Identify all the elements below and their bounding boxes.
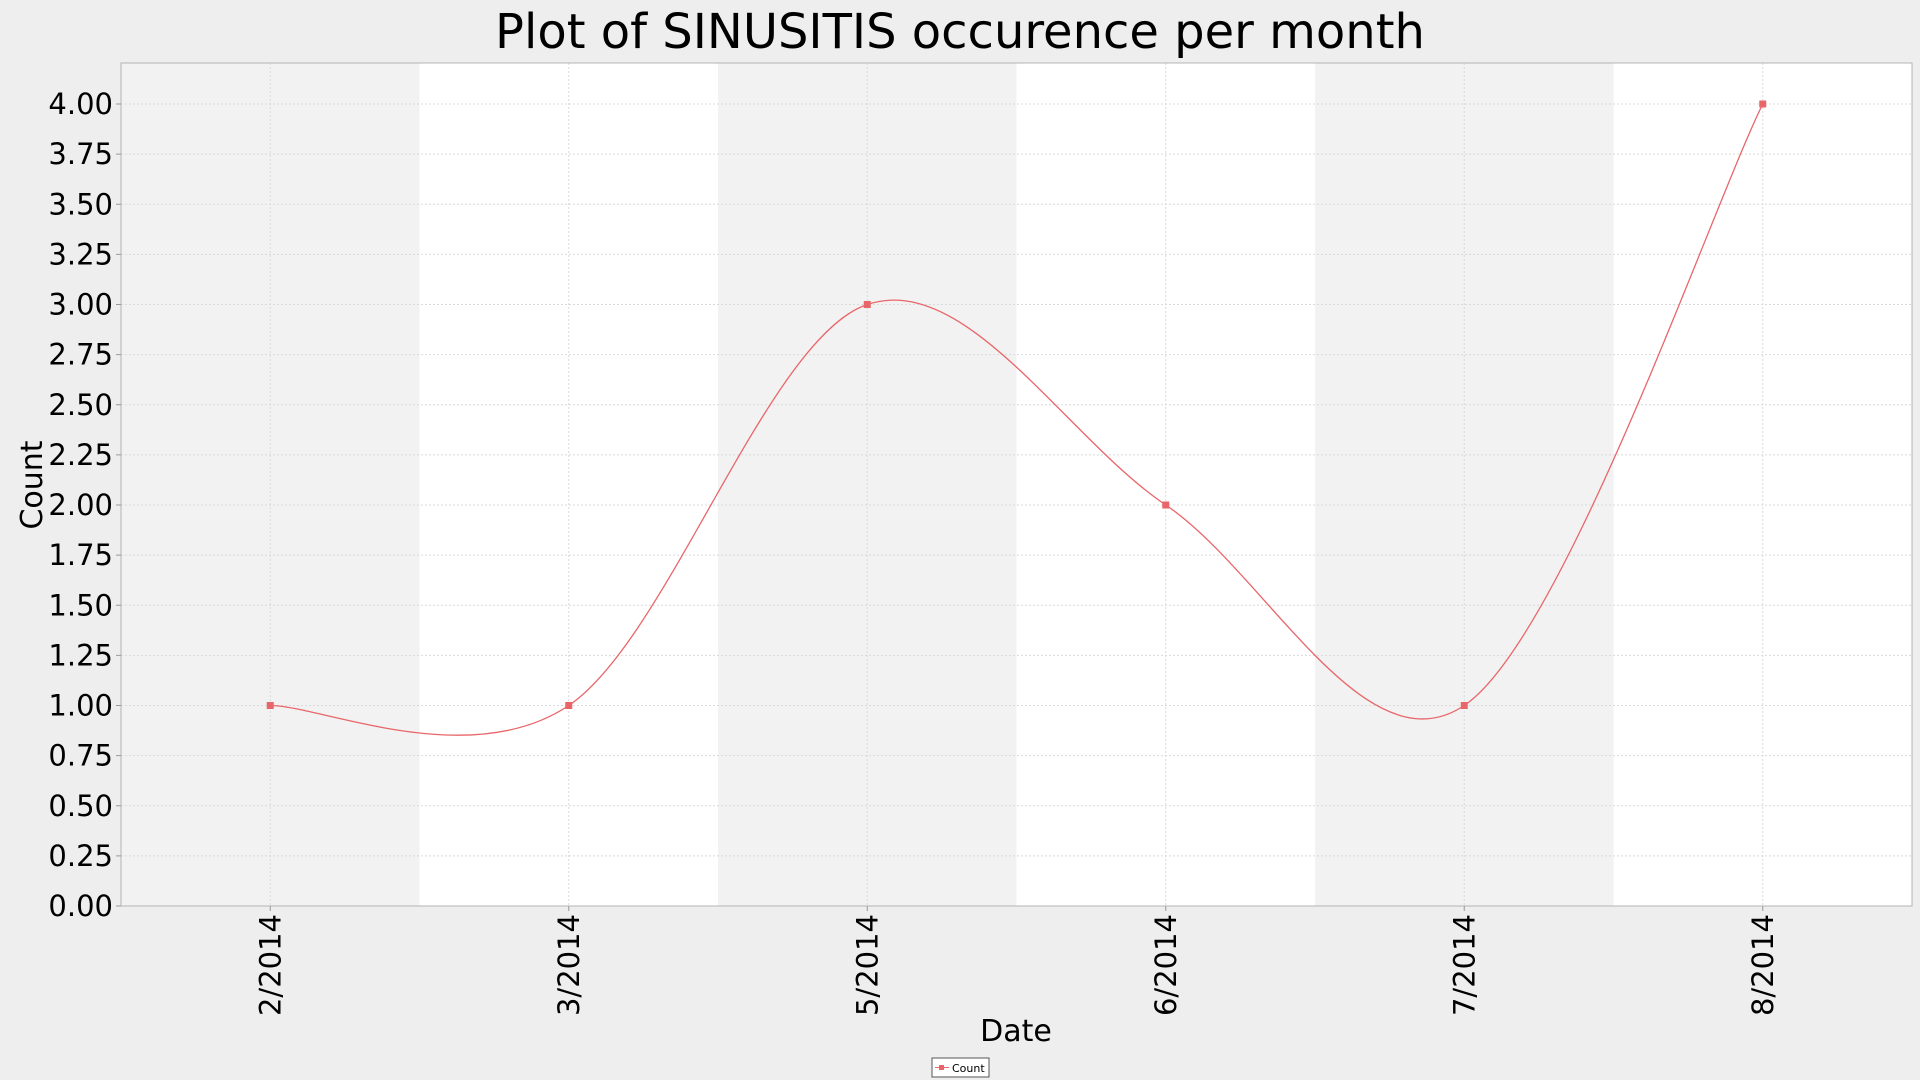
y-tick-label-3: 0.75 <box>48 739 113 773</box>
y-tick-label-16: 4.00 <box>48 87 113 121</box>
y-tick-label-10: 2.50 <box>48 388 113 422</box>
x-tick-label-4: 7/2014 <box>1447 914 1481 1016</box>
y-tick-label-7: 1.75 <box>48 538 113 572</box>
x-tick-label-5: 8/2014 <box>1746 914 1780 1016</box>
y-tick-label-1: 0.25 <box>48 839 113 873</box>
y-tick-label-0: 0.00 <box>48 889 113 923</box>
y-tick-label-8: 2.00 <box>48 488 113 522</box>
y-axis-ticks: 0.00 0.25 0.50 0.75 1.00 1.25 1.50 1.75 2.00 2.25… <box>48 87 121 923</box>
y-tick-label-4: 1.00 <box>48 689 113 723</box>
y-tick-label-14: 3.50 <box>48 187 113 221</box>
gridlines <box>121 63 1912 907</box>
y-tick-label-5: 1.25 <box>48 638 113 672</box>
x-tick-label-2: 5/2014 <box>850 914 884 1016</box>
x-tick-label-0: 2/2014 <box>253 914 287 1016</box>
legend[interactable]: Count <box>931 1057 990 1078</box>
x-tick-label-1: 3/2014 <box>552 914 586 1016</box>
data-point-7-2014[interactable] <box>1460 702 1468 709</box>
legend-box <box>931 1057 990 1078</box>
legend-label: Count <box>952 1062 985 1075</box>
legend-square-marker <box>939 1065 944 1070</box>
data-point-2-2014[interactable] <box>266 702 274 709</box>
y-tick-label-9: 2.25 <box>48 438 113 472</box>
plot-border <box>120 62 1913 907</box>
series-layer <box>266 100 1767 736</box>
data-point-5-2014[interactable] <box>863 301 871 308</box>
data-point-3-2014[interactable] <box>565 702 573 709</box>
x-tick-label-3: 6/2014 <box>1149 914 1183 1016</box>
y-axis-label: Count <box>15 440 50 529</box>
x-axis-label: Date <box>980 1014 1052 1049</box>
data-point-6-2014[interactable] <box>1162 501 1170 509</box>
y-tick-label-11: 2.75 <box>48 338 113 372</box>
x-axis-ticks: 2/2014 3/2014 5/2014 6/2014 7/2014 8/2014 <box>253 906 1780 1016</box>
y-tick-label-13: 3.25 <box>48 237 113 271</box>
chart-title: Plot of SINUSITIS occurence per month <box>495 4 1425 60</box>
y-tick-label-6: 1.50 <box>48 588 113 622</box>
y-tick-label-15: 3.75 <box>48 137 113 171</box>
data-point-8-2014[interactable] <box>1759 100 1767 108</box>
y-tick-label-2: 0.50 <box>48 789 113 823</box>
y-tick-label-12: 3.00 <box>48 288 113 322</box>
